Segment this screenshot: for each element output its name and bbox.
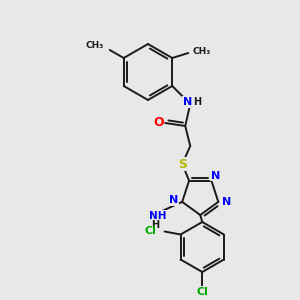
Text: N: N xyxy=(211,171,220,181)
Text: S: S xyxy=(178,158,187,170)
Text: Cl: Cl xyxy=(145,226,157,236)
Text: H: H xyxy=(151,220,159,230)
Text: H: H xyxy=(193,97,201,107)
Text: CH₃: CH₃ xyxy=(192,46,211,56)
Text: CH₃: CH₃ xyxy=(85,41,104,50)
Text: N: N xyxy=(183,97,192,107)
Text: O: O xyxy=(153,116,164,128)
Text: N: N xyxy=(169,195,178,205)
Text: NH: NH xyxy=(149,211,167,221)
Text: Cl: Cl xyxy=(196,287,208,297)
Text: N: N xyxy=(222,197,231,207)
